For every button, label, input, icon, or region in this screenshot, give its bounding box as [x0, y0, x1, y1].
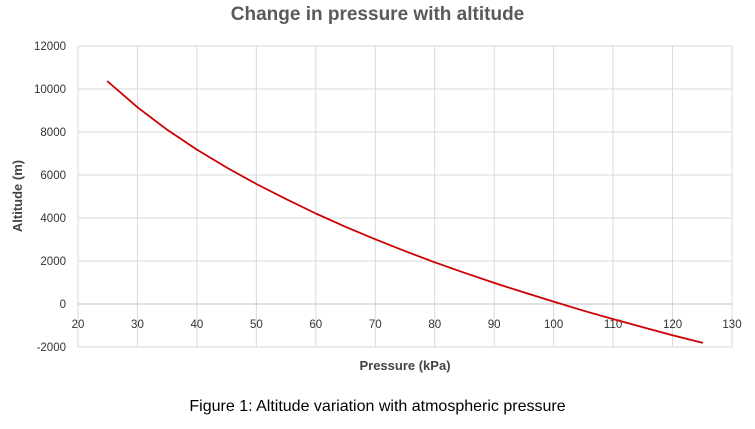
x-tick-label: 50 — [250, 319, 263, 331]
line-chart: 20 30 40 50 60 70 80 90 100 110 120 130 12000 10000 8… — [10, 41, 742, 373]
y-axis-title: Altitude (m) — [10, 160, 25, 232]
y-tick-label: 10000 — [34, 84, 66, 96]
x-tick-label: 80 — [428, 319, 441, 331]
x-tick-label: 30 — [131, 319, 144, 331]
plot-area — [78, 46, 732, 347]
chart-title: Change in pressure with altitude — [230, 4, 525, 25]
gridlines — [77, 45, 733, 348]
figure-caption: Figure 1: Altitude variation with atmosp… — [189, 398, 566, 415]
x-axis-title: Pressure (kPa) — [359, 358, 450, 373]
series-lines — [106, 80, 704, 344]
x-tick-label: 120 — [663, 319, 682, 331]
x-tick-label: 40 — [191, 319, 204, 331]
x-tick-label: 90 — [488, 319, 501, 331]
y-tick-label: 4000 — [40, 213, 66, 225]
x-tick-label: 100 — [544, 319, 563, 331]
y-tick-label: 0 — [60, 299, 66, 311]
y-tick-label: 12000 — [34, 41, 66, 53]
y-axis-ticks: 12000 10000 8000 6000 4000 2000 0 -2000 — [34, 41, 66, 354]
x-tick-label: 20 — [72, 319, 85, 331]
x-tick-label: 70 — [369, 319, 382, 331]
y-tick-label: 6000 — [40, 170, 66, 182]
x-tick-label: 130 — [722, 319, 741, 331]
y-tick-label: 8000 — [40, 127, 66, 139]
altitude-series-line — [106, 80, 704, 344]
x-axis-ticks: 20 30 40 50 60 70 80 90 100 110 120 130 — [72, 319, 742, 331]
x-tick-label: 60 — [309, 319, 322, 331]
y-tick-label: -2000 — [37, 342, 66, 354]
y-tick-label: 2000 — [40, 256, 66, 268]
x-tick-label: 110 — [604, 319, 622, 331]
